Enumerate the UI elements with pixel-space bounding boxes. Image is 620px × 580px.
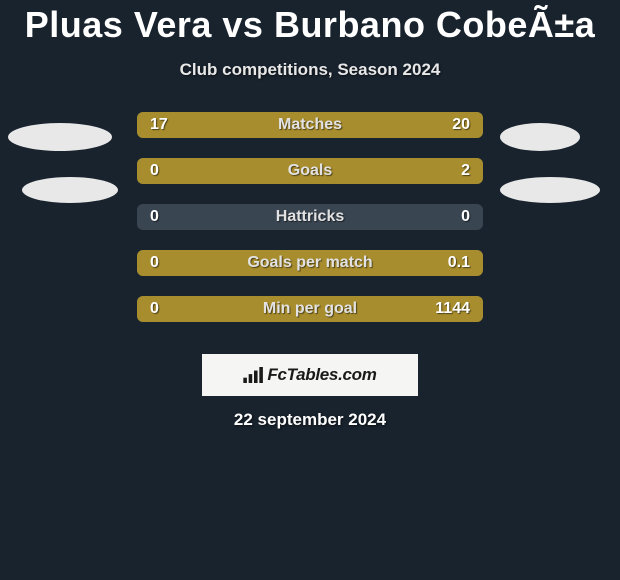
placeholder-ellipse <box>500 123 580 151</box>
placeholder-ellipse <box>500 177 600 203</box>
stat-label: Goals per match <box>247 254 372 272</box>
value-left: 0 <box>150 300 159 318</box>
value-right: 0.1 <box>448 254 470 272</box>
stat-label: Matches <box>278 116 342 134</box>
value-right: 20 <box>452 116 470 134</box>
stat-label: Min per goal <box>263 300 357 318</box>
value-right: 2 <box>461 162 470 180</box>
value-right: 0 <box>461 208 470 226</box>
stat-label: Hattricks <box>276 208 344 226</box>
page-title: Pluas Vera vs Burbano CobeÃ±a <box>0 0 620 46</box>
bar-chart-icon <box>243 367 265 383</box>
bar-left-fill <box>137 158 203 184</box>
stat-row: 0 0 Hattricks <box>0 204 620 230</box>
placeholder-ellipse <box>8 123 112 151</box>
stat-label: Goals <box>288 162 332 180</box>
placeholder-ellipse <box>22 177 118 203</box>
value-left: 0 <box>150 162 159 180</box>
badge-text: FcTables.com <box>267 365 376 385</box>
value-left: 0 <box>150 208 159 226</box>
date-text: 22 september 2024 <box>234 410 386 430</box>
site-badge[interactable]: FcTables.com <box>202 354 418 396</box>
stat-row: 0 0.1 Goals per match <box>0 250 620 276</box>
stat-row: 0 1144 Min per goal <box>0 296 620 322</box>
value-right: 1144 <box>435 300 470 318</box>
subtitle: Club competitions, Season 2024 <box>0 60 620 80</box>
value-left: 0 <box>150 254 159 272</box>
bar-right-fill <box>203 158 483 184</box>
value-left: 17 <box>150 116 168 134</box>
